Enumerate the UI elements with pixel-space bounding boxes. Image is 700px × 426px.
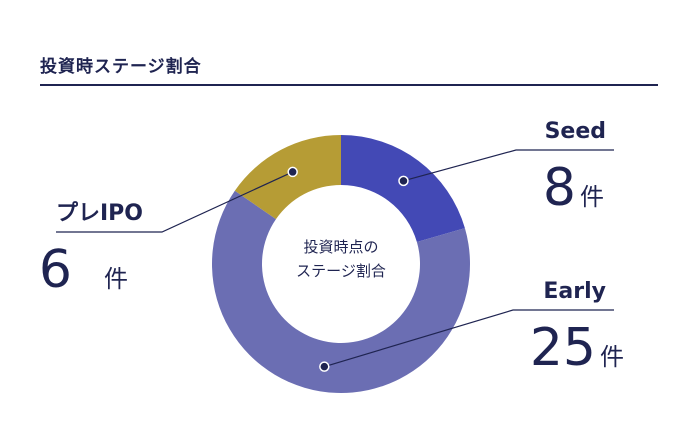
callout-dot-early xyxy=(319,361,330,372)
callout-dot-pre-ipo xyxy=(287,166,298,178)
value-label-pre-ipo: 6 xyxy=(39,240,72,300)
slice-pre-ipo xyxy=(234,135,341,220)
chart-title: 投資時ステージ割合 xyxy=(40,57,202,77)
callout-line-early xyxy=(324,309,614,368)
unit-label-seed: 件 xyxy=(580,183,604,211)
category-label-seed: Seed xyxy=(545,119,606,144)
unit-label-pre-ipo: 件 xyxy=(104,265,128,293)
callout-line-pre-ipo xyxy=(56,171,293,233)
callout-dot-seed xyxy=(398,175,409,187)
category-label-pre-ipo: プレIPO xyxy=(56,201,143,226)
slice-seed xyxy=(341,135,465,243)
value-label-seed: 8 xyxy=(543,158,576,218)
center-label-line-1: 投資時点の xyxy=(303,238,378,256)
unit-label-early: 件 xyxy=(600,343,624,371)
title-underline xyxy=(40,84,658,86)
category-label-early: Early xyxy=(543,279,606,304)
center-label-line-2: ステージ割合 xyxy=(296,262,386,280)
callout-line-seed xyxy=(403,149,614,182)
value-label-early: 25 xyxy=(530,318,596,378)
